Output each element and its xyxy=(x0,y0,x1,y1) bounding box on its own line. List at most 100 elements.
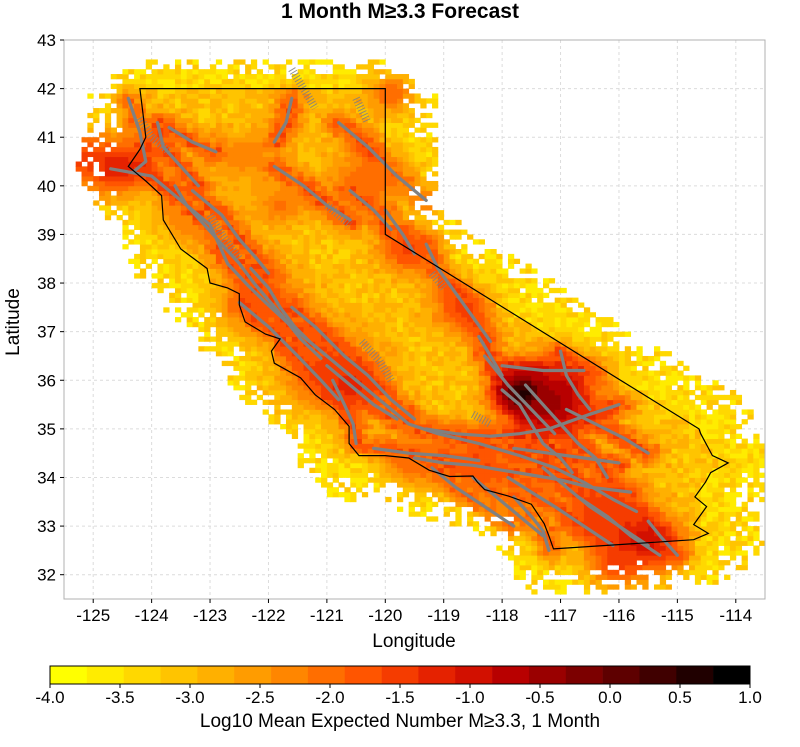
heatmap-cell xyxy=(437,302,445,308)
heatmap-cell xyxy=(490,273,497,279)
heatmap-cell xyxy=(332,307,339,313)
heatmap-cell xyxy=(332,317,339,323)
heatmap-cell xyxy=(385,103,392,109)
heatmap-cell xyxy=(537,569,544,576)
heatmap-cell xyxy=(280,200,287,206)
heatmap-cell xyxy=(145,176,153,182)
heatmap-cell xyxy=(455,331,462,337)
heatmap-cell xyxy=(145,93,153,99)
heatmap-cell xyxy=(484,389,491,396)
heatmap-cell xyxy=(396,317,404,323)
heatmap-cell xyxy=(163,142,170,148)
heatmap-cell xyxy=(519,428,526,435)
heatmap-cell xyxy=(537,521,544,527)
heatmap-cell xyxy=(169,78,176,85)
heatmap-cell xyxy=(122,229,129,235)
heatmap-cell xyxy=(408,263,415,269)
heatmap-cell xyxy=(321,399,328,405)
heatmap-cell xyxy=(356,346,363,352)
heatmap-cell xyxy=(426,341,433,347)
heatmap-cell xyxy=(543,385,550,391)
heatmap-cell xyxy=(502,355,509,362)
heatmap-cell xyxy=(145,210,153,216)
heatmap-cell xyxy=(385,283,392,289)
heatmap-cell xyxy=(344,273,351,279)
heatmap-cell xyxy=(145,142,153,148)
heatmap-cell xyxy=(490,268,497,274)
heatmap-cell xyxy=(280,229,287,235)
heatmap-cell xyxy=(204,253,211,260)
heatmap-cell xyxy=(198,112,205,119)
heatmap-cell xyxy=(443,317,450,323)
heatmap-cell xyxy=(285,78,293,85)
heatmap-cell xyxy=(391,360,398,367)
heatmap-cell xyxy=(134,69,141,75)
heatmap-cell xyxy=(285,88,293,94)
heatmap-cell xyxy=(420,151,427,158)
heatmap-cell xyxy=(432,394,439,401)
heatmap-cell xyxy=(315,93,322,99)
heatmap-cell xyxy=(250,370,258,376)
heatmap-cell xyxy=(315,83,322,90)
heatmap-cell xyxy=(332,472,339,478)
heatmap-cell xyxy=(519,394,526,401)
heatmap-cell xyxy=(490,394,497,401)
heatmap-cell xyxy=(245,317,252,323)
heatmap-cell xyxy=(344,404,351,410)
heatmap-cell xyxy=(502,317,509,323)
heatmap-cell xyxy=(274,161,281,167)
heatmap-cell xyxy=(344,205,351,211)
heatmap-cell xyxy=(443,511,450,517)
heatmap-cell xyxy=(186,156,193,162)
heatmap-cell xyxy=(443,336,450,342)
heatmap-cell xyxy=(437,249,445,255)
heatmap-cell xyxy=(297,122,304,128)
heatmap-cell xyxy=(543,472,550,478)
heatmap-cell xyxy=(356,171,363,177)
heatmap-cell xyxy=(385,117,392,124)
heatmap-cell xyxy=(256,156,264,162)
heatmap-cell xyxy=(256,375,264,381)
heatmap-cell xyxy=(309,117,316,124)
heatmap-cell xyxy=(256,78,264,85)
heatmap-cell xyxy=(163,190,170,196)
heatmap-cell xyxy=(385,229,392,235)
heatmap-cell xyxy=(402,424,410,430)
heatmap-cell xyxy=(543,511,550,517)
heatmap-cell xyxy=(361,389,369,396)
heatmap-cell xyxy=(356,472,363,478)
heatmap-cell xyxy=(198,263,205,269)
heatmap-cell xyxy=(426,146,433,153)
heatmap-cell xyxy=(99,146,106,153)
heatmap-cell xyxy=(198,229,205,235)
heatmap-cell xyxy=(332,239,339,245)
heatmap-cell xyxy=(361,302,369,308)
heatmap-cell xyxy=(250,234,258,240)
heatmap-cell xyxy=(548,521,556,527)
heatmap-cell xyxy=(408,360,415,367)
heatmap-cell xyxy=(420,317,427,323)
heatmap-cell xyxy=(344,268,351,274)
heatmap-cell xyxy=(233,103,240,109)
heatmap-cell xyxy=(198,88,205,94)
heatmap-cell xyxy=(321,205,328,211)
heatmap-cell xyxy=(414,472,421,478)
heatmap-cell xyxy=(513,428,521,435)
heatmap-cell xyxy=(478,253,485,260)
heatmap-cell xyxy=(385,151,392,158)
heatmap-cell xyxy=(256,326,264,333)
heatmap-cell xyxy=(128,195,135,201)
heatmap-cell xyxy=(467,273,474,279)
heatmap-cell xyxy=(367,268,375,274)
heatmap-cell xyxy=(496,273,503,279)
heatmap-cell xyxy=(268,283,275,289)
heatmap-cell xyxy=(245,351,252,357)
heatmap-cell xyxy=(548,487,556,493)
heatmap-cell xyxy=(303,176,310,182)
heatmap-cell xyxy=(507,496,515,503)
heatmap-cell xyxy=(145,185,153,192)
heatmap-cell xyxy=(548,458,556,464)
heatmap-cell xyxy=(245,195,252,201)
heatmap-cell xyxy=(239,346,246,352)
heatmap-cell xyxy=(326,239,334,245)
